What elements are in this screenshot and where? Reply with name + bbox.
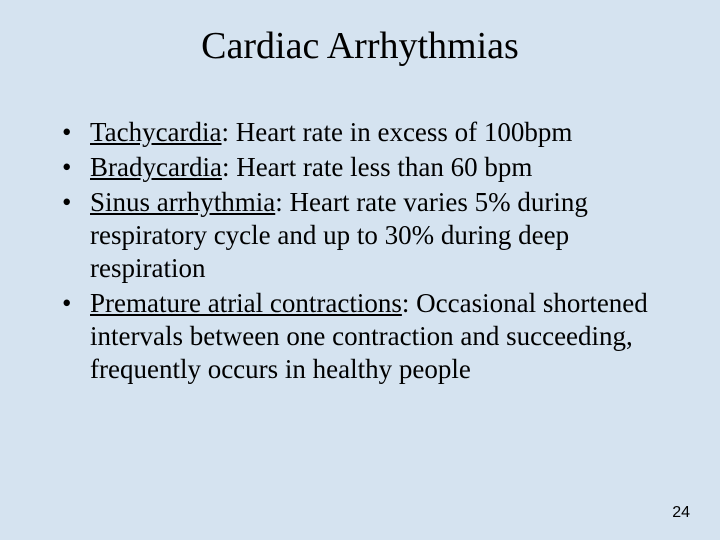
term: Tachycardia: [90, 117, 222, 147]
definition: : Heart rate in excess of 100bpm: [222, 117, 573, 147]
page-number: 24: [672, 504, 690, 522]
list-item: Tachycardia: Heart rate in excess of 100…: [58, 116, 670, 149]
list-item: Sinus arrhythmia: Heart rate varies 5% d…: [58, 186, 670, 285]
term: Sinus arrhythmia: [90, 187, 275, 217]
term: Premature atrial contractions: [90, 288, 402, 318]
definition: : Heart rate less than 60 bpm: [222, 152, 532, 182]
bullet-list: Tachycardia: Heart rate in excess of 100…: [58, 116, 670, 386]
list-item: Bradycardia: Heart rate less than 60 bpm: [58, 151, 670, 184]
slide-content: Tachycardia: Heart rate in excess of 100…: [0, 116, 720, 386]
slide-title: Cardiac Arrhythmias: [0, 24, 720, 68]
term: Bradycardia: [90, 152, 222, 182]
list-item: Premature atrial contractions: Occasiona…: [58, 287, 670, 386]
